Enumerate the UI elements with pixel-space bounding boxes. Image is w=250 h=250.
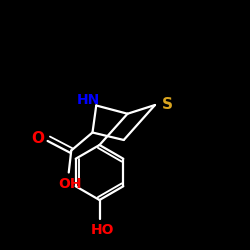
Text: OH: OH xyxy=(58,178,82,192)
Text: S: S xyxy=(162,97,173,112)
Text: O: O xyxy=(31,131,44,146)
Text: HO: HO xyxy=(90,222,114,236)
Text: HN: HN xyxy=(77,93,100,107)
